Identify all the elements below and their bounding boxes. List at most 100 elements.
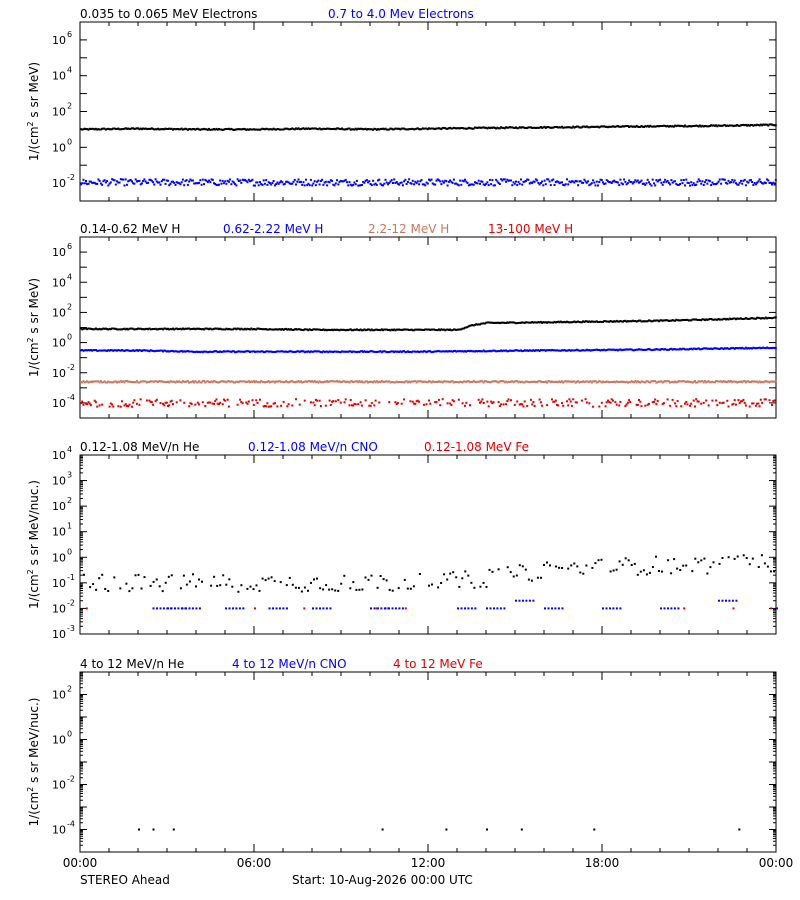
data-point [222, 380, 225, 383]
data-point [748, 347, 751, 350]
data-point [772, 316, 775, 319]
data-point [461, 127, 464, 129]
data-point [625, 320, 628, 323]
data-point [684, 402, 686, 405]
data-point [182, 574, 185, 577]
data-point [270, 183, 273, 186]
data-point [153, 183, 156, 186]
data-point [385, 181, 388, 184]
data-point [242, 127, 245, 130]
data-point [758, 124, 761, 127]
data-point [188, 327, 191, 330]
data-point [259, 327, 261, 330]
data-point [491, 126, 494, 129]
data-point [508, 381, 511, 384]
data-point [670, 125, 673, 128]
data-point [736, 381, 739, 384]
data-point [697, 380, 700, 383]
data-point [419, 180, 422, 183]
data-point [700, 402, 703, 405]
data-point [451, 350, 454, 353]
data-point [580, 399, 583, 402]
data-point [680, 348, 683, 351]
data-point [510, 380, 512, 383]
data-point [425, 127, 428, 130]
data-point [158, 128, 161, 131]
data-point [570, 321, 573, 324]
data-point [354, 350, 357, 353]
data-point [521, 350, 524, 353]
data-point [666, 180, 669, 182]
data-point [164, 349, 167, 352]
data-point [316, 399, 319, 402]
data-point [628, 399, 631, 402]
data-point [333, 328, 336, 331]
data-point [572, 321, 575, 323]
data-point [249, 328, 251, 331]
data-point [237, 590, 240, 593]
data-point [413, 329, 416, 332]
data-point [99, 128, 102, 131]
data-point [610, 125, 613, 128]
data-point [109, 128, 112, 131]
data-point [291, 380, 294, 383]
data-point [702, 318, 705, 321]
data-point [749, 179, 752, 181]
data-point [189, 328, 192, 331]
data-point [532, 321, 535, 324]
data-point [300, 350, 302, 353]
data-point [735, 380, 737, 383]
data-point [92, 583, 95, 586]
data-point [338, 351, 341, 354]
data-point [472, 127, 475, 130]
data-point [475, 126, 478, 129]
data-point [486, 828, 488, 831]
data-point [132, 327, 135, 330]
data-point [740, 347, 742, 350]
data-point [144, 327, 147, 330]
data-point [541, 126, 544, 129]
data-point [447, 380, 450, 383]
legend-entry: 4 to 12 MeV/n He [80, 657, 184, 671]
data-point [664, 319, 667, 322]
data-point [742, 318, 745, 320]
data-point [769, 181, 772, 184]
data-point [546, 321, 549, 324]
data-point [216, 402, 219, 405]
data-point [676, 124, 679, 127]
data-point [723, 178, 726, 181]
data-point [731, 403, 734, 406]
data-point [735, 347, 737, 349]
data-point [619, 320, 622, 322]
data-point [575, 348, 578, 351]
data-point [454, 381, 457, 383]
data-point [602, 380, 604, 383]
data-point [773, 380, 776, 383]
data-point [312, 350, 315, 353]
data-point [653, 380, 655, 383]
data-point [628, 348, 631, 351]
data-point [776, 607, 778, 610]
data-point [157, 381, 160, 383]
data-point [98, 128, 101, 131]
data-point [559, 349, 562, 352]
data-point [491, 570, 494, 573]
data-point [328, 127, 331, 130]
data-point [595, 348, 598, 351]
data-point [367, 351, 370, 353]
data-point [88, 180, 91, 183]
data-point [225, 607, 227, 610]
data-point [194, 182, 197, 185]
data-point [385, 351, 388, 354]
data-point [334, 182, 337, 185]
data-point [623, 178, 626, 181]
data-point [313, 404, 316, 407]
data-point [577, 125, 580, 128]
data-point [526, 127, 529, 130]
data-point [313, 380, 316, 383]
data-point [132, 349, 135, 352]
data-point [768, 381, 771, 384]
data-point [138, 128, 141, 131]
data-point [181, 607, 184, 610]
data-point [406, 381, 409, 384]
